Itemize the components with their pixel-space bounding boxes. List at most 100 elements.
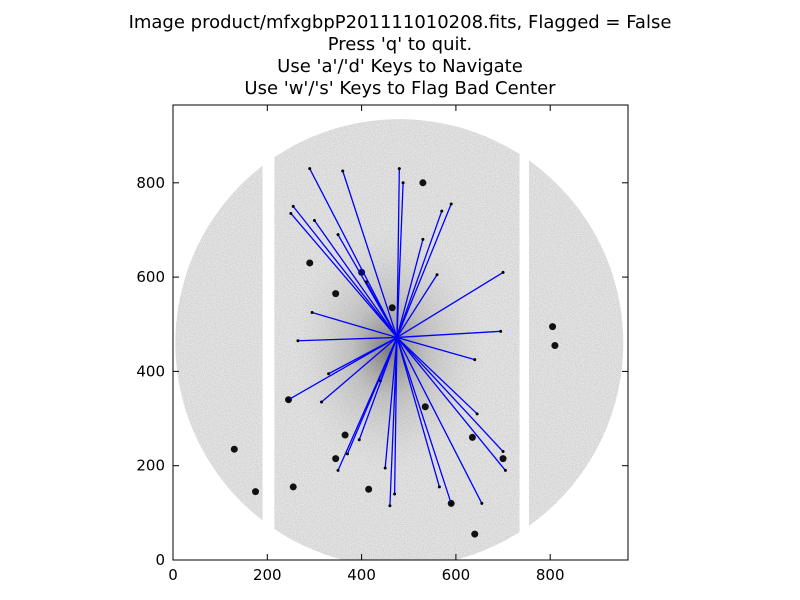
line-endpoint-6: [421, 237, 425, 241]
center-line-10: [292, 205, 398, 338]
line-endpoint-12: [435, 273, 439, 277]
x-tick-label-4: 800: [536, 566, 565, 584]
x-tick-label-0: 0: [168, 566, 178, 584]
bright-source-16: [230, 445, 238, 453]
center-line-2: [396, 168, 400, 338]
line-endpoint-14: [310, 310, 314, 314]
bright-source-1: [332, 455, 340, 463]
center-line-32: [358, 337, 398, 440]
line-endpoint-16: [499, 329, 503, 333]
line-endpoint-10: [291, 204, 295, 208]
line-endpoint-33: [320, 400, 324, 404]
y-tick-label-0: 0: [155, 551, 165, 569]
center-line-12: [396, 274, 438, 338]
chart-title-line-1: Image product/mfxgbpP201111010208.fits, …: [128, 12, 672, 33]
axes-frame: [172, 104, 629, 561]
center-line-8: [313, 220, 398, 338]
center-line-33: [321, 336, 398, 403]
center-line-14: [311, 311, 398, 339]
center-line-27: [396, 337, 483, 504]
line-endpoint-11: [364, 280, 368, 284]
line-endpoint-30: [475, 412, 479, 416]
line-endpoint-2: [397, 167, 401, 171]
line-endpoint-9: [336, 233, 340, 237]
bright-source-14: [358, 268, 366, 276]
center-line-23: [389, 337, 398, 506]
line-endpoint-4: [449, 202, 453, 206]
center-line-11: [365, 281, 398, 338]
center-line-29: [396, 337, 506, 471]
data-marks: [230, 167, 559, 538]
center-line-28: [396, 337, 504, 452]
line-endpoint-27: [480, 501, 484, 505]
line-endpoint-13: [501, 270, 505, 274]
line-endpoint-24: [393, 492, 397, 496]
chart-title-line-4: Use 'w'/'s' Keys to Flag Bad Center: [244, 78, 556, 99]
bright-source-13: [388, 304, 396, 312]
center-line-7: [290, 213, 398, 338]
bright-source-6: [549, 323, 557, 331]
chart-title-line-2: Press 'q' to quit.: [327, 34, 473, 55]
line-endpoint-8: [312, 219, 316, 223]
center-line-13: [396, 271, 504, 339]
line-endpoint-23: [388, 504, 392, 508]
y-tick-label-3: 600: [136, 268, 165, 286]
line-endpoint-32: [357, 438, 361, 442]
axis-ticks: 0 200 400 600 800 0 200 400 600 800: [136, 105, 628, 584]
bright-source-11: [468, 433, 476, 441]
chart-title-block: Image product/mfxgbpP201111010208.fits, …: [0, 12, 800, 100]
line-endpoint-28: [501, 450, 505, 454]
y-tick-label-4: 800: [136, 174, 165, 192]
line-endpoint-26: [449, 501, 453, 505]
bright-source-3: [341, 431, 349, 439]
bright-source-5: [419, 179, 427, 187]
center-line-25: [396, 337, 441, 488]
center-line-24: [393, 337, 398, 494]
x-tick-label-2: 400: [347, 566, 376, 584]
center-line-15: [297, 336, 397, 342]
line-endpoint-7: [289, 211, 293, 215]
y-tick-label-2: 400: [136, 362, 165, 380]
line-endpoint-17: [473, 358, 477, 362]
center-line-30: [396, 336, 478, 415]
center-line-21: [346, 337, 398, 455]
center-line-6: [396, 239, 424, 338]
line-endpoint-1: [341, 169, 345, 173]
center-line-3: [396, 182, 404, 338]
center-line-1: [342, 170, 398, 338]
line-endpoint-5: [440, 209, 444, 213]
center-line-22: [384, 337, 398, 469]
line-endpoint-22: [383, 466, 387, 470]
center-line-17: [396, 336, 475, 361]
bright-source-9: [471, 530, 479, 538]
bright-source-10: [499, 455, 507, 463]
x-tick-label-1: 200: [253, 566, 282, 584]
center-line-5: [396, 210, 443, 338]
bright-source-12: [365, 485, 373, 493]
line-endpoint-21: [345, 452, 349, 456]
center-point: [394, 335, 399, 340]
line-endpoint-0: [308, 167, 312, 171]
bright-source-15: [306, 259, 314, 267]
center-line-19: [288, 336, 398, 401]
line-endpoint-20: [336, 468, 340, 472]
center-line-0: [309, 168, 398, 338]
center-line-4: [396, 203, 452, 338]
bright-source-4: [332, 290, 340, 298]
chart-title-line-3: Use 'a'/'d' Keys to Navigate: [277, 56, 523, 77]
line-endpoint-19: [287, 398, 291, 402]
line-endpoint-18: [327, 372, 331, 376]
line-endpoint-15: [296, 339, 300, 343]
bright-source-18: [289, 483, 297, 491]
line-endpoint-25: [437, 485, 441, 489]
line-endpoint-3: [401, 181, 405, 185]
image-gap-1: [519, 119, 529, 560]
bright-source-2: [421, 403, 429, 411]
bright-source-7: [551, 341, 559, 349]
bright-source-17: [252, 488, 260, 496]
line-endpoint-29: [503, 468, 507, 472]
image-gap-0: [262, 119, 275, 560]
center-line-26: [396, 337, 452, 504]
y-tick-label-1: 200: [136, 457, 165, 475]
